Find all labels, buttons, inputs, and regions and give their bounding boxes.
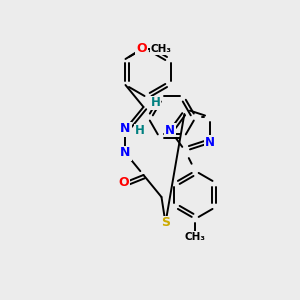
Text: CH₃: CH₃ <box>151 44 172 54</box>
Text: O: O <box>118 176 129 190</box>
Text: O: O <box>136 43 147 56</box>
Text: N: N <box>120 122 131 136</box>
Text: H: H <box>151 97 160 110</box>
Text: CH₃: CH₃ <box>185 232 206 242</box>
Text: N: N <box>120 146 131 160</box>
Text: N: N <box>205 136 215 149</box>
Text: S: S <box>161 217 170 230</box>
Text: N: N <box>165 124 175 136</box>
Text: H: H <box>134 124 144 137</box>
